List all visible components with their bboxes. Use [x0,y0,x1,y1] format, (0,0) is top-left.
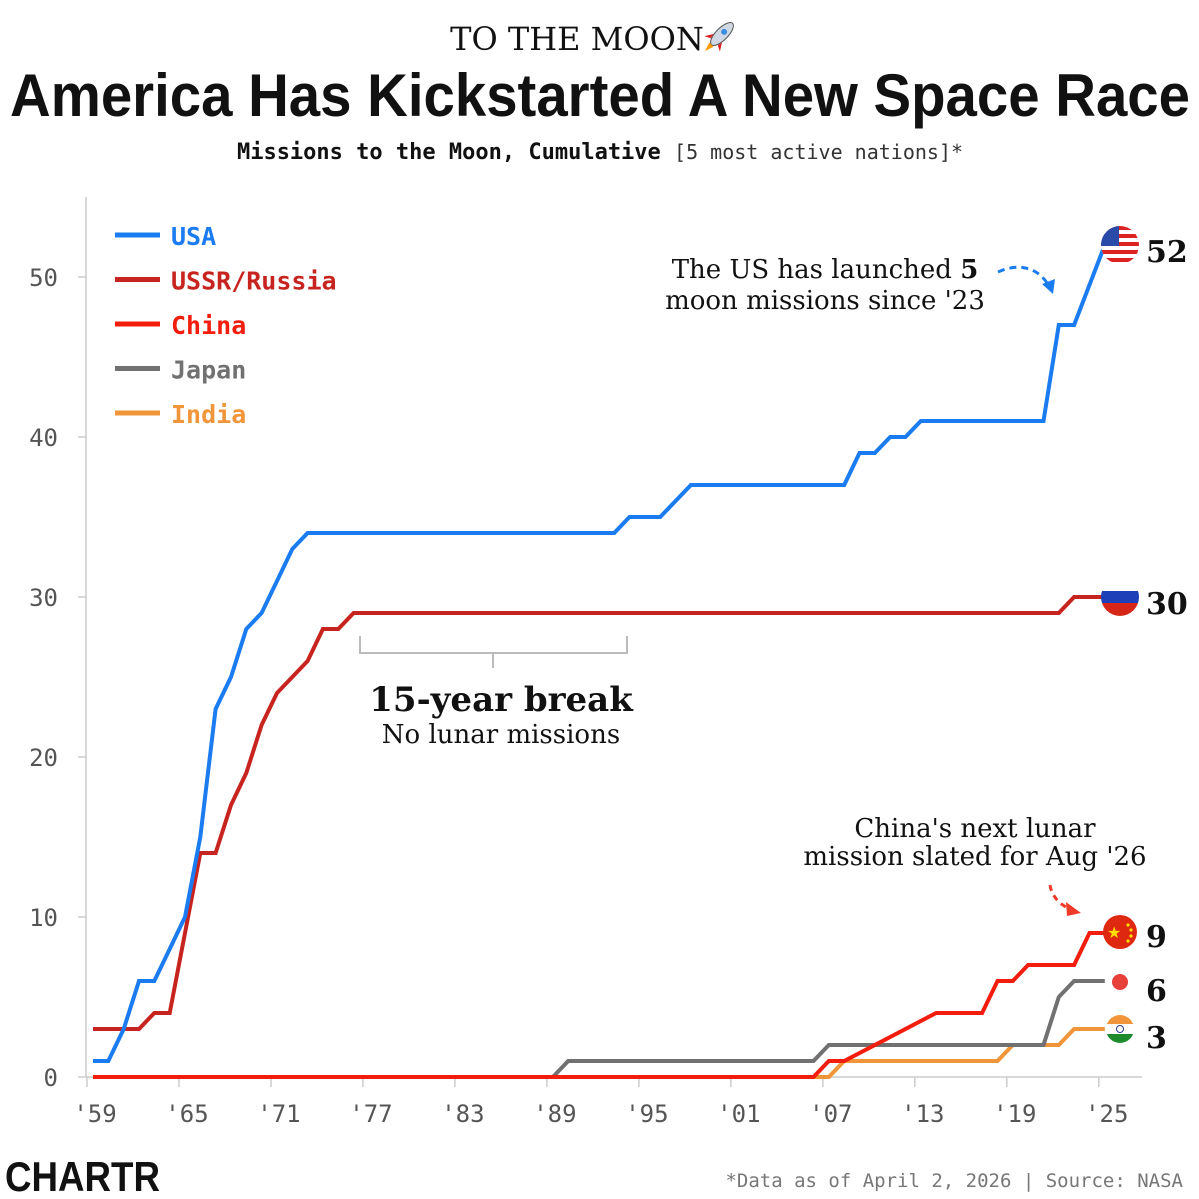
source-note: *Data as of April 2, 2026 | Source: NASA [725,1170,1183,1192]
us-annotation-arrow [997,265,1052,289]
x-tick-label: '71 [257,1100,300,1128]
japan-flag-icon [1112,974,1128,990]
svg-text:★: ★ [1107,925,1121,942]
y-tick-label: 0 [44,1064,58,1092]
china-flag-icon: ★ [1103,915,1137,949]
series-line-china [93,931,1105,1079]
chartr-logo: CHARTR [5,1153,160,1199]
y-tick-label: 30 [29,584,58,612]
series-line-japan [93,979,1105,1079]
usa-flag-icon [1101,226,1139,264]
break-bracket [359,636,628,668]
legend-label: China [171,311,246,340]
kicker: TO THE MOON [450,20,704,58]
y-tick-label: 40 [29,424,58,452]
china-annotation-line1: China's next lunar [854,814,1096,844]
legend-label: Japan [171,356,246,385]
y-tick-label: 20 [29,744,58,772]
end-labels: 52 30 9 6 3 [1146,235,1188,1056]
x-tick-label: '07 [809,1100,852,1128]
x-ticks: '59 '65 '71 '77 '83 '89 '95 '01 '07 '13 '19 '25 [73,1077,1128,1128]
end-label: 30 [1146,587,1188,622]
x-tick-label: '89 [533,1100,576,1128]
india-flag-icon [1106,1015,1134,1043]
y-tick-label: 10 [29,904,58,932]
x-tick-label: '95 [625,1100,668,1128]
x-tick-label: '65 [165,1100,208,1128]
china-arrowhead-icon [1066,902,1081,916]
us-annotation-line1: The US has launched 5 [672,255,979,285]
break-annotation: 15-year break No lunar missions [359,636,634,750]
x-tick-label: '59 [73,1100,116,1128]
legend-label: USSR/Russia [171,267,337,296]
legend-label: USA [171,222,216,251]
series-line-india [552,1027,1105,1079]
x-tick-label: '83 [441,1100,484,1128]
x-tick-label: '77 [349,1100,392,1128]
end-label: 9 [1146,920,1167,955]
subtitle: Missions to the Moon, Cumulative [5 most… [237,140,963,165]
china-annotation-line2: mission slated for Aug '26 [803,842,1146,872]
end-label: 6 [1146,974,1167,1009]
series-line-usa [93,244,1107,1063]
us-annotation-line2: moon missions since '23 [665,286,985,316]
end-label: 3 [1146,1021,1167,1056]
china-annotation: China's next lunar mission slated for Au… [803,814,1147,916]
y-tick-label: 50 [29,264,58,292]
page-title: America Has Kickstarted A New Space Race [10,62,1190,129]
x-tick-label: '01 [717,1100,760,1128]
subtitle-main: Missions to the Moon, Cumulative [237,140,661,165]
x-tick-label: '13 [901,1100,944,1128]
legend: USA USSR/Russia China Japan India [115,222,337,429]
us-arrowhead-icon [1042,279,1055,294]
us-annotation: The US has launched 5 moon missions sinc… [665,255,1055,316]
x-tick-label: '19 [993,1100,1036,1128]
break-title: 15-year break [369,680,634,720]
y-ticks: 0 10 20 30 40 50 [29,264,86,1092]
rocket-icon [704,22,734,52]
russia-flag-icon [1101,578,1139,616]
end-label: 52 [1146,235,1188,270]
subtitle-note: [5 most active nations]* [674,140,963,164]
legend-label: India [171,400,246,429]
break-subtitle: No lunar missions [382,720,620,750]
series-line-ussr-russia [93,595,1105,1031]
series-lines [93,244,1107,1079]
x-tick-label: '25 [1085,1100,1128,1128]
china-annotation-arrow [1048,884,1073,912]
